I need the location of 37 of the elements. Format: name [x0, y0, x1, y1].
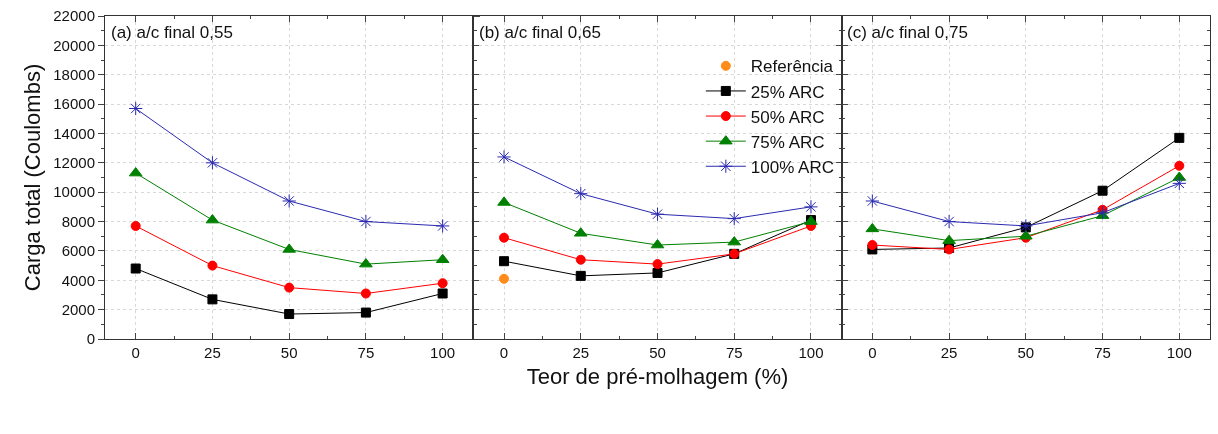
x-tick-label: 50 — [649, 344, 666, 361]
x-tick-label: 100 — [1166, 344, 1192, 361]
x-tick-label: 75 — [725, 344, 743, 361]
chart-title: (a) a/c final 0,55 — [111, 23, 233, 42]
y-tick-label: 6000 — [61, 242, 95, 260]
x-tick-label: 0 — [868, 344, 877, 361]
y-tick-label: 18000 — [53, 65, 95, 83]
x-tick-label: 50 — [1017, 344, 1035, 361]
x-tick-label: 75 — [1094, 344, 1111, 361]
y-tick-label: 16000 — [53, 95, 95, 113]
x-tick-label: 0 — [499, 344, 509, 361]
legend-label: 75% ARC — [750, 132, 825, 152]
x-tick-label: 75 — [357, 344, 375, 361]
y-tick-label: 22000 — [53, 7, 95, 25]
y-tick-label: 2000 — [61, 300, 95, 318]
x-tick-label: 25 — [204, 344, 221, 361]
chart-title: (b) a/c final 0,65 — [479, 23, 601, 42]
x-tick-label: 0 — [131, 344, 140, 361]
legend-label: Referência — [750, 57, 834, 77]
legend-label: 50% ARC — [750, 107, 825, 127]
x-tick-label: 100 — [798, 344, 824, 361]
x-tick-label: 25 — [940, 344, 958, 361]
y-tick-label: 14000 — [53, 124, 95, 142]
chart-title: (c) a/c final 0,75 — [847, 23, 968, 42]
y-tick-label: 0 — [86, 330, 95, 348]
y-axis-title: Carga total (Coulombs) — [20, 63, 46, 292]
y-tick-label: 8000 — [61, 212, 95, 230]
x-tick-label: 100 — [430, 344, 456, 361]
legend-label: 100% ARC — [750, 157, 834, 177]
y-tick-label: 12000 — [53, 154, 95, 172]
x-axis-title: Teor de pré-molhagem (%) — [526, 363, 789, 389]
y-tick-label: 10000 — [53, 183, 95, 201]
x-tick-label: 25 — [572, 344, 590, 361]
x-tick-label: 50 — [280, 344, 298, 361]
y-tick-label: 4000 — [61, 271, 95, 289]
y-tick-label: 20000 — [53, 36, 95, 54]
legend-label: 25% ARC — [750, 82, 825, 102]
